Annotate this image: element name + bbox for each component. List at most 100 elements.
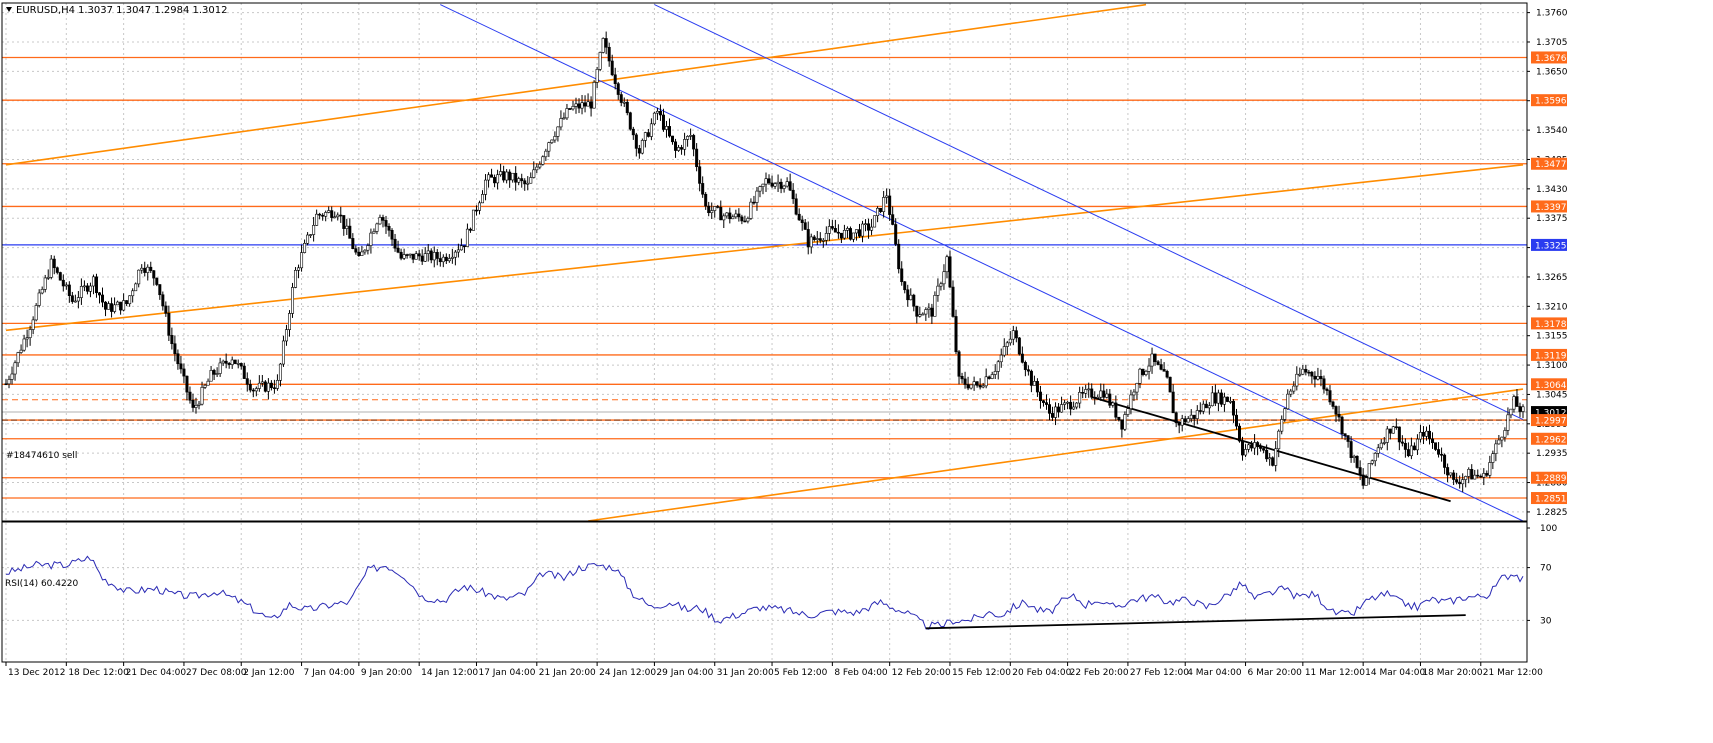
candle-body: [541, 156, 545, 165]
candle-body: [360, 251, 364, 256]
rsi-tick-label: 70: [1540, 564, 1552, 574]
candle-body: [456, 249, 460, 253]
trend-line-orange[interactable]: [587, 388, 1524, 522]
candle-body: [31, 319, 35, 330]
price-level-badge-label: 1.3596: [1535, 97, 1567, 107]
price-level-badge-label: 1.3178: [1535, 320, 1567, 330]
candle-body: [981, 385, 985, 388]
price-tick-label: 1.3155: [1536, 332, 1568, 342]
candle-body: [1032, 381, 1036, 386]
price-level-badge: [1531, 414, 1567, 427]
candle-body: [345, 225, 349, 229]
candle-body: [891, 214, 895, 225]
header-dropdown-icon[interactable]: [6, 7, 12, 12]
candle-body: [957, 351, 961, 377]
candle-body: [595, 69, 599, 83]
candle-body: [999, 354, 1003, 363]
candle-body: [514, 172, 518, 183]
candle-body: [568, 108, 572, 110]
candle-body: [752, 201, 756, 204]
candle-body: [43, 277, 47, 290]
order-label[interactable]: #18474610 sell: [6, 451, 77, 461]
candle-body: [984, 376, 988, 387]
candle-body: [137, 269, 141, 285]
candle-body: [954, 316, 958, 353]
time-tick-label: 12 Feb 20:00: [892, 668, 951, 678]
candle-body: [686, 136, 690, 140]
price-tick-label: 1.3760: [1536, 9, 1568, 19]
candle-body: [1225, 396, 1229, 402]
candle-body: [1026, 369, 1030, 372]
candle-body: [327, 210, 331, 213]
candle-body: [1268, 457, 1272, 460]
candle-body: [372, 231, 376, 234]
rsi-divergence-line[interactable]: [925, 614, 1466, 630]
candle-body: [1521, 406, 1525, 412]
candle-body: [909, 294, 913, 301]
candle-body: [1195, 410, 1199, 419]
candle-body: [1210, 392, 1214, 407]
candle-body: [565, 108, 569, 119]
candle-body: [851, 232, 855, 240]
trend-line-orange[interactable]: [5, 164, 1524, 332]
candle-body: [107, 303, 111, 310]
candle-body: [200, 387, 204, 405]
time-tick-label: 27 Feb 12:00: [1130, 668, 1189, 678]
trend-line-black[interactable]: [1091, 396, 1451, 503]
candle-body: [1117, 416, 1121, 421]
candle-body: [1277, 430, 1281, 450]
trend-line-blue[interactable]: [654, 4, 1524, 420]
trend-line-orange[interactable]: [5, 3, 1147, 166]
price-level-badge: [1531, 51, 1567, 64]
trend-line-blue[interactable]: [440, 4, 1524, 522]
time-tick-label: 7 Jan 04:00: [304, 668, 356, 678]
candle-body: [643, 132, 647, 141]
candle-body: [73, 300, 77, 303]
candle-body: [535, 166, 539, 171]
candle-body: [351, 238, 355, 249]
candle-body: [918, 314, 922, 317]
price-level-badge-label: 1.3676: [1535, 54, 1567, 64]
candle-body: [562, 117, 566, 120]
candle-body: [1114, 402, 1118, 418]
candle-body: [1346, 435, 1350, 442]
candle-body: [779, 181, 783, 189]
candle-body: [631, 128, 635, 136]
candle-body: [97, 292, 101, 296]
candle-body: [1102, 390, 1106, 398]
candle-body: [354, 248, 358, 253]
candle-body: [1069, 401, 1073, 410]
candle-body: [1409, 445, 1413, 457]
candle-body: [152, 270, 156, 279]
candle-body: [661, 114, 665, 130]
candle-body: [414, 253, 418, 260]
candle-body: [658, 110, 662, 116]
candle-body: [140, 267, 144, 271]
candle-body: [1153, 353, 1157, 363]
candle-body: [269, 382, 273, 389]
candle-body: [833, 228, 837, 233]
candle-body: [275, 380, 279, 389]
candle-body: [975, 381, 979, 386]
candle-body: [1385, 428, 1389, 443]
price-tick-label: 1.3540: [1536, 126, 1568, 136]
candle-body: [827, 226, 831, 234]
candle-body: [67, 284, 71, 296]
candle-body: [333, 216, 337, 219]
candle-body: [1020, 353, 1024, 363]
candle-body: [1388, 428, 1392, 434]
candle-body: [291, 287, 295, 314]
candle-body: [1500, 436, 1504, 441]
candle-body: [25, 337, 29, 340]
candle-body: [387, 226, 391, 231]
candle-body: [459, 245, 463, 251]
candle-body: [547, 142, 551, 152]
candle-body: [182, 368, 186, 377]
price-level-badge: [1531, 157, 1567, 170]
candle-body: [622, 101, 626, 104]
candle-body: [426, 250, 430, 254]
candle-body: [842, 229, 846, 239]
trend-lines: [5, 3, 1524, 522]
